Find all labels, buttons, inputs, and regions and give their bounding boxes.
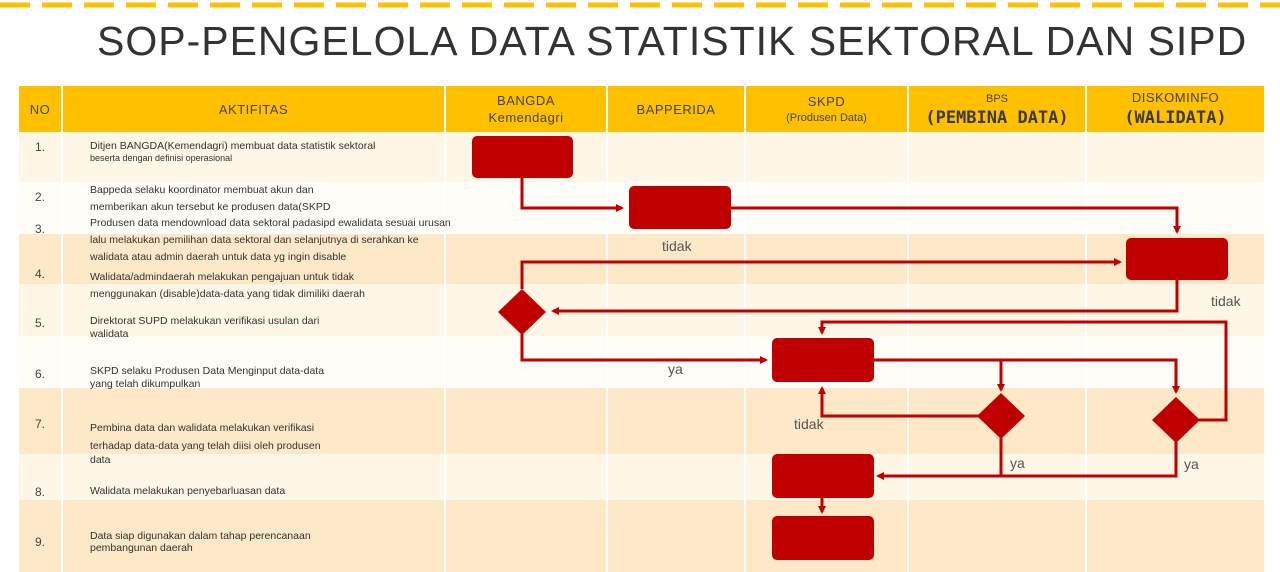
process-box-penyebarluasan [772, 454, 874, 498]
process-box-bangda [472, 136, 573, 178]
flow-arrow [551, 280, 1179, 315]
header-diskominfo: DISKOMINFO (WALIDATA) [1087, 86, 1264, 132]
activity-line: menggunakan (disable)data-data yang tida… [90, 288, 365, 300]
activity-line: Direktorat SUPD melakukan verifikasi usu… [90, 315, 320, 327]
activity-line: lalu melakukan pemilihan data sektoral d… [90, 234, 419, 246]
header-no: NO [19, 86, 63, 132]
activity-text: Direktorat SUPD melakukan verifikasi usu… [90, 315, 319, 341]
activity-line: yang telah dikumpulkan [90, 378, 201, 390]
activity-text: Walidata/admindaerah melakukan pengajuan… [90, 269, 365, 303]
header-skpd-label: SKPD [807, 94, 846, 109]
activity-line: Walidata/admindaerah melakukan pengajuan… [90, 271, 355, 283]
row-number: 8. [35, 485, 46, 499]
row-band-9 [19, 500, 1264, 572]
label-ya: ya [1184, 456, 1199, 472]
decision-diamond-bps [977, 393, 1025, 439]
flow-arrow [873, 358, 1005, 392]
header-aktifitas-label: AKTIFITAS [218, 101, 289, 117]
flow-arrow [520, 334, 768, 364]
row-number: 6. [35, 367, 46, 381]
row-number: 7. [35, 417, 46, 431]
col-divider [444, 132, 446, 572]
activity-text: Pembina data dan walidata melakukan veri… [90, 418, 321, 467]
row-number: 1. [35, 140, 46, 154]
decision-diamond-diskominfo [1152, 397, 1200, 443]
header-bps: BPS (PEMBINA DATA) [909, 86, 1087, 132]
col-divider [61, 132, 63, 572]
decision-diamond-supd [498, 289, 546, 335]
activity-line: beserta dengan definisi operasional [90, 153, 233, 163]
flow-arrow [818, 386, 979, 418]
activity-line: Data siap digunakan dalam tahap perencan… [90, 530, 311, 542]
header-bps-sub: (PEMBINA DATA) [925, 108, 1069, 128]
header-bangda-sub: Kemendagri [488, 110, 564, 125]
row-band-1 [19, 132, 1264, 182]
row-number: 9. [35, 535, 46, 549]
activity-line: terhadap data-data yang telah diisi oleh… [90, 440, 321, 452]
flow-arrow [520, 258, 1122, 289]
header-bapperida: BAPPERIDA [608, 86, 746, 132]
label-ya: ya [1010, 455, 1025, 471]
activity-line: memberikan akun tersebut ke produsen dat… [90, 201, 331, 213]
activity-text: Walidata melakukan penyebarluasan data [90, 484, 285, 499]
activity-line: Walidata melakukan penyebarluasan data [90, 485, 286, 497]
process-box-bapperida [629, 186, 731, 229]
flow-arrow [1001, 442, 1178, 478]
activity-line: Produsen data mendownload data sektoral … [90, 217, 451, 229]
header-bangda-label: BANGDA [497, 93, 555, 108]
row-band-5 [19, 336, 1264, 388]
flow-arrow [876, 438, 1003, 480]
activity-text: Data siap digunakan dalam tahap perencan… [90, 530, 311, 554]
activity-line: Bappeda selaku koordinator membuat akun … [90, 184, 314, 196]
activity-line: walidata [90, 328, 129, 340]
header-no-label: NO [29, 101, 51, 117]
header-diskominfo-label: DISKOMINFO [1131, 90, 1220, 105]
activity-line: Ditjen BANGDA(Kemendagri) membuat data s… [90, 140, 376, 152]
activity-text: Ditjen BANGDA(Kemendagri) membuat data s… [90, 140, 375, 164]
col-divider [907, 132, 909, 572]
activity-line: pembangunan daerah [90, 542, 193, 554]
page-title: SOP-PENGELOLA DATA STATISTIK SEKTORAL DA… [97, 18, 1248, 64]
header-skpd: SKPD (Produsen Data) [746, 86, 909, 132]
row-number: 5. [35, 316, 46, 330]
row-band-7 [19, 388, 1264, 454]
label-tidak: tidak [662, 238, 692, 254]
col-divider [744, 132, 746, 572]
activity-line: SKPD selaku Produsen Data Menginput data… [90, 365, 325, 377]
process-box-walidata [1126, 238, 1228, 280]
label-ya: ya [668, 361, 683, 377]
row-band-3 [19, 234, 1264, 284]
process-box-siap-digunakan [772, 516, 874, 560]
activity-text: SKPD selaku Produsen Data Menginput data… [90, 365, 324, 391]
flow-arrow [731, 206, 1181, 234]
header-bapperida-label: BAPPERIDA [636, 101, 716, 117]
activity-line: Pembina data dan walidata melakukan veri… [90, 422, 315, 434]
header-diskominfo-sub: (WALIDATA) [1124, 108, 1227, 128]
flow-arrow [520, 178, 624, 212]
row-number: 3. [35, 222, 46, 236]
row-number: 4. [35, 267, 46, 281]
col-divider [606, 132, 608, 572]
activity-line: data [90, 454, 111, 466]
header-aktifitas: AKTIFITAS [63, 86, 446, 132]
activity-text: Produsen data mendownload data sektoral … [90, 215, 451, 266]
process-box-skpd-input [772, 338, 874, 382]
flow-arrow [818, 320, 1228, 422]
label-tidak: tidak [794, 416, 824, 432]
row-number: 2. [35, 190, 46, 204]
top-dashed-line [0, 2, 1280, 8]
header-bangda: BANGDA Kemendagri [446, 86, 608, 132]
header-skpd-sub: (Produsen Data) [786, 112, 867, 124]
header-bps-label: BPS [985, 93, 1008, 105]
col-divider [1085, 132, 1087, 572]
label-tidak: tidak [1211, 293, 1241, 309]
flow-arrow [873, 358, 1180, 394]
activity-line: walidata atau admin daerah untuk data yg… [90, 251, 347, 263]
activity-text: Bappeda selaku koordinator membuat akun … [90, 182, 330, 216]
